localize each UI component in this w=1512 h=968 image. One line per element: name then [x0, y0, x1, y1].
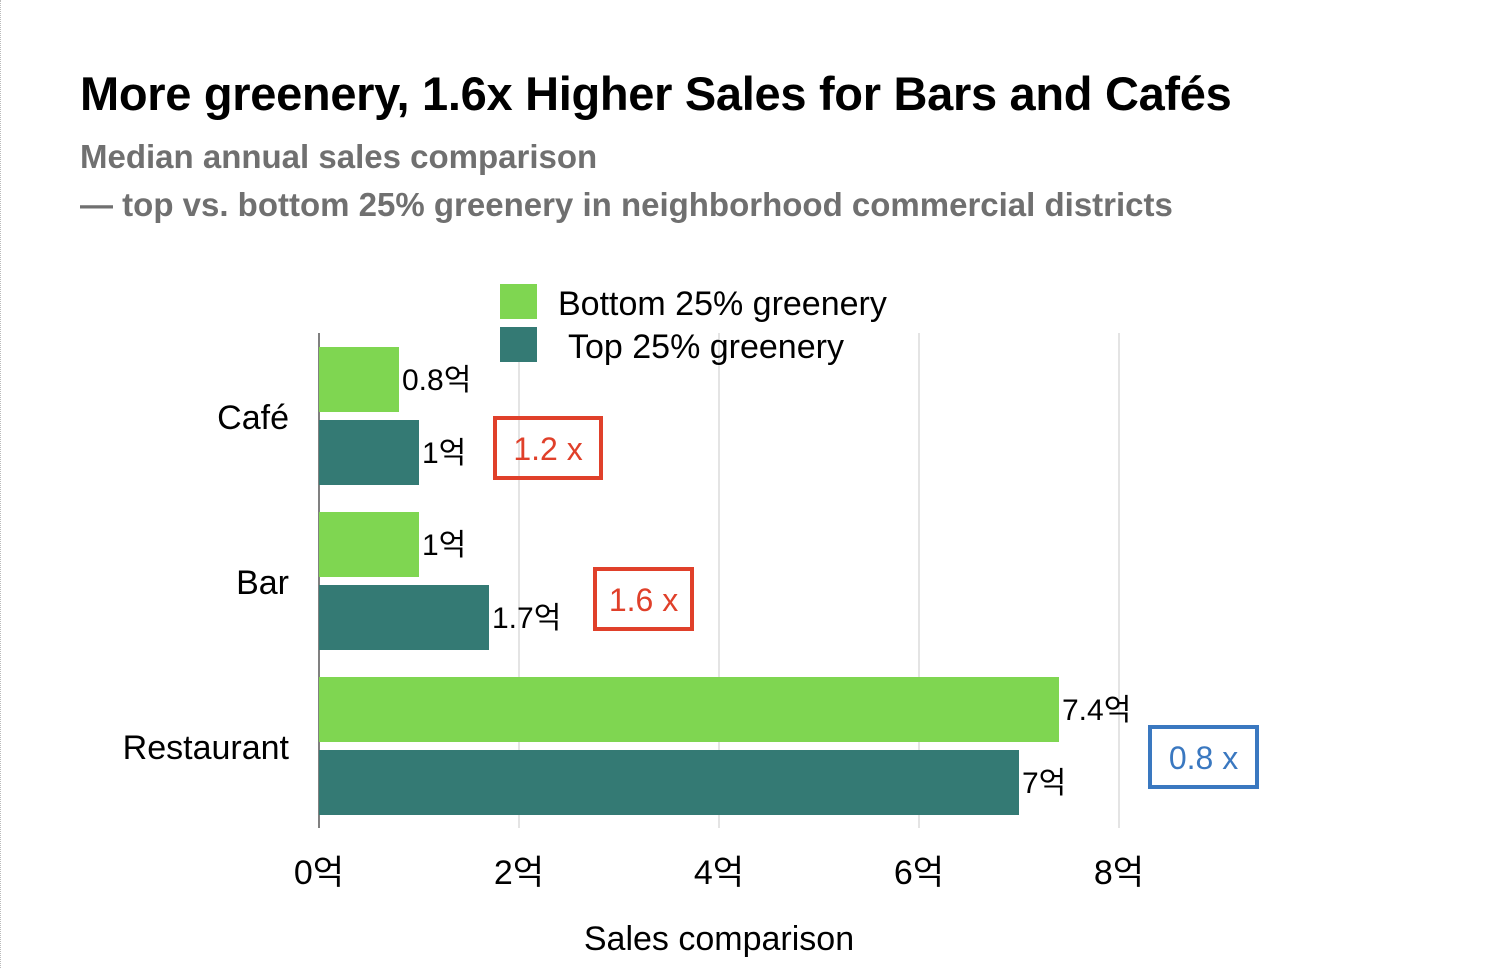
annotation-text: 0.8 x: [1169, 740, 1238, 776]
legend-swatch: [500, 327, 537, 362]
legend-label: Bottom 25% greenery: [558, 285, 887, 323]
chart-subtitle-line-2: — top vs. bottom 25% greenery in neighbo…: [80, 186, 1173, 223]
bar-bottom-1: [319, 512, 419, 577]
category-label: Bar: [236, 564, 289, 602]
x-tick-label: 0억: [294, 854, 344, 892]
category-label: Café: [217, 399, 289, 437]
data-label: 7억: [1022, 767, 1066, 800]
chart-subtitle-line-1: Median annual sales comparison: [80, 138, 598, 175]
annotation-text: 1.6 x: [609, 582, 678, 618]
data-label: 1억: [422, 437, 466, 470]
x-axis-title: Sales comparison: [584, 920, 854, 958]
legend-label: Top 25% greenery: [568, 328, 844, 366]
data-label: 7.4억: [1062, 694, 1131, 727]
x-tick-label: 2억: [494, 854, 544, 892]
data-label: 1억: [422, 529, 466, 562]
data-label: 1.7억: [492, 602, 561, 635]
annotation-text: 1.2 x: [513, 431, 582, 467]
bar-top-0: [319, 420, 419, 485]
category-label: Restaurant: [123, 729, 290, 767]
x-tick-label: 6억: [894, 854, 944, 892]
bar-bottom-2: [319, 677, 1059, 742]
bar-top-1: [319, 585, 489, 650]
annotation-box: [1148, 725, 1259, 789]
legend-swatch: [500, 284, 537, 319]
data-label: 0.8억: [402, 364, 471, 397]
bar-top-2: [319, 750, 1019, 815]
annotation-box: [593, 567, 694, 631]
x-tick-label: 4억: [694, 854, 744, 892]
bar-bottom-0: [319, 347, 399, 412]
x-tick-label: 8억: [1094, 854, 1144, 892]
left-border: [0, 0, 1, 968]
annotation-box: [493, 416, 603, 480]
chart-title: More greenery, 1.6x Higher Sales for Bar…: [80, 67, 1232, 120]
